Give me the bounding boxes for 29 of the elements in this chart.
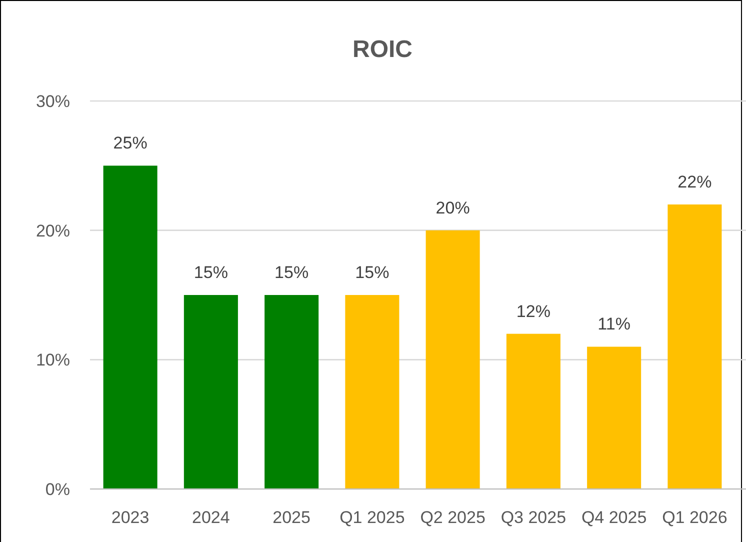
x-tick-label: 2024 xyxy=(192,508,230,527)
x-tick-label: Q2 2025 xyxy=(420,508,486,527)
data-label: 22% xyxy=(678,172,712,192)
data-label: 20% xyxy=(436,198,470,218)
bar xyxy=(426,230,480,489)
data-label: 15% xyxy=(194,263,228,282)
data-label: 15% xyxy=(355,263,390,282)
x-tick-label: 2023 xyxy=(111,508,150,527)
data-label: 12% xyxy=(516,302,550,321)
x-tick-label: Q4 2025 xyxy=(581,508,647,527)
bar xyxy=(506,334,560,489)
x-tick-label: Q1 2026 xyxy=(662,508,728,527)
bar xyxy=(587,346,642,489)
x-tick-label: Q3 2025 xyxy=(500,508,566,527)
data-label: 25% xyxy=(113,134,148,153)
y-tick-label: 20% xyxy=(36,221,70,240)
x-tick-label: 2025 xyxy=(272,508,310,527)
bar xyxy=(264,295,319,489)
chart-title: ROIC xyxy=(352,36,412,63)
x-tick-label: Q1 2025 xyxy=(340,508,405,527)
bar xyxy=(345,295,400,489)
y-tick-label: 10% xyxy=(36,350,70,370)
data-label: 15% xyxy=(274,263,309,282)
data-label: 11% xyxy=(598,314,630,334)
y-tick-label: 30% xyxy=(36,92,70,111)
bar xyxy=(103,166,158,489)
bar xyxy=(184,295,238,489)
bar xyxy=(668,204,722,489)
y-tick-label: 0% xyxy=(45,480,70,499)
